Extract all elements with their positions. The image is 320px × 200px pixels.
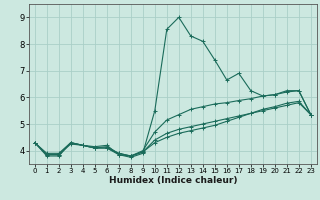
- X-axis label: Humidex (Indice chaleur): Humidex (Indice chaleur): [108, 176, 237, 185]
